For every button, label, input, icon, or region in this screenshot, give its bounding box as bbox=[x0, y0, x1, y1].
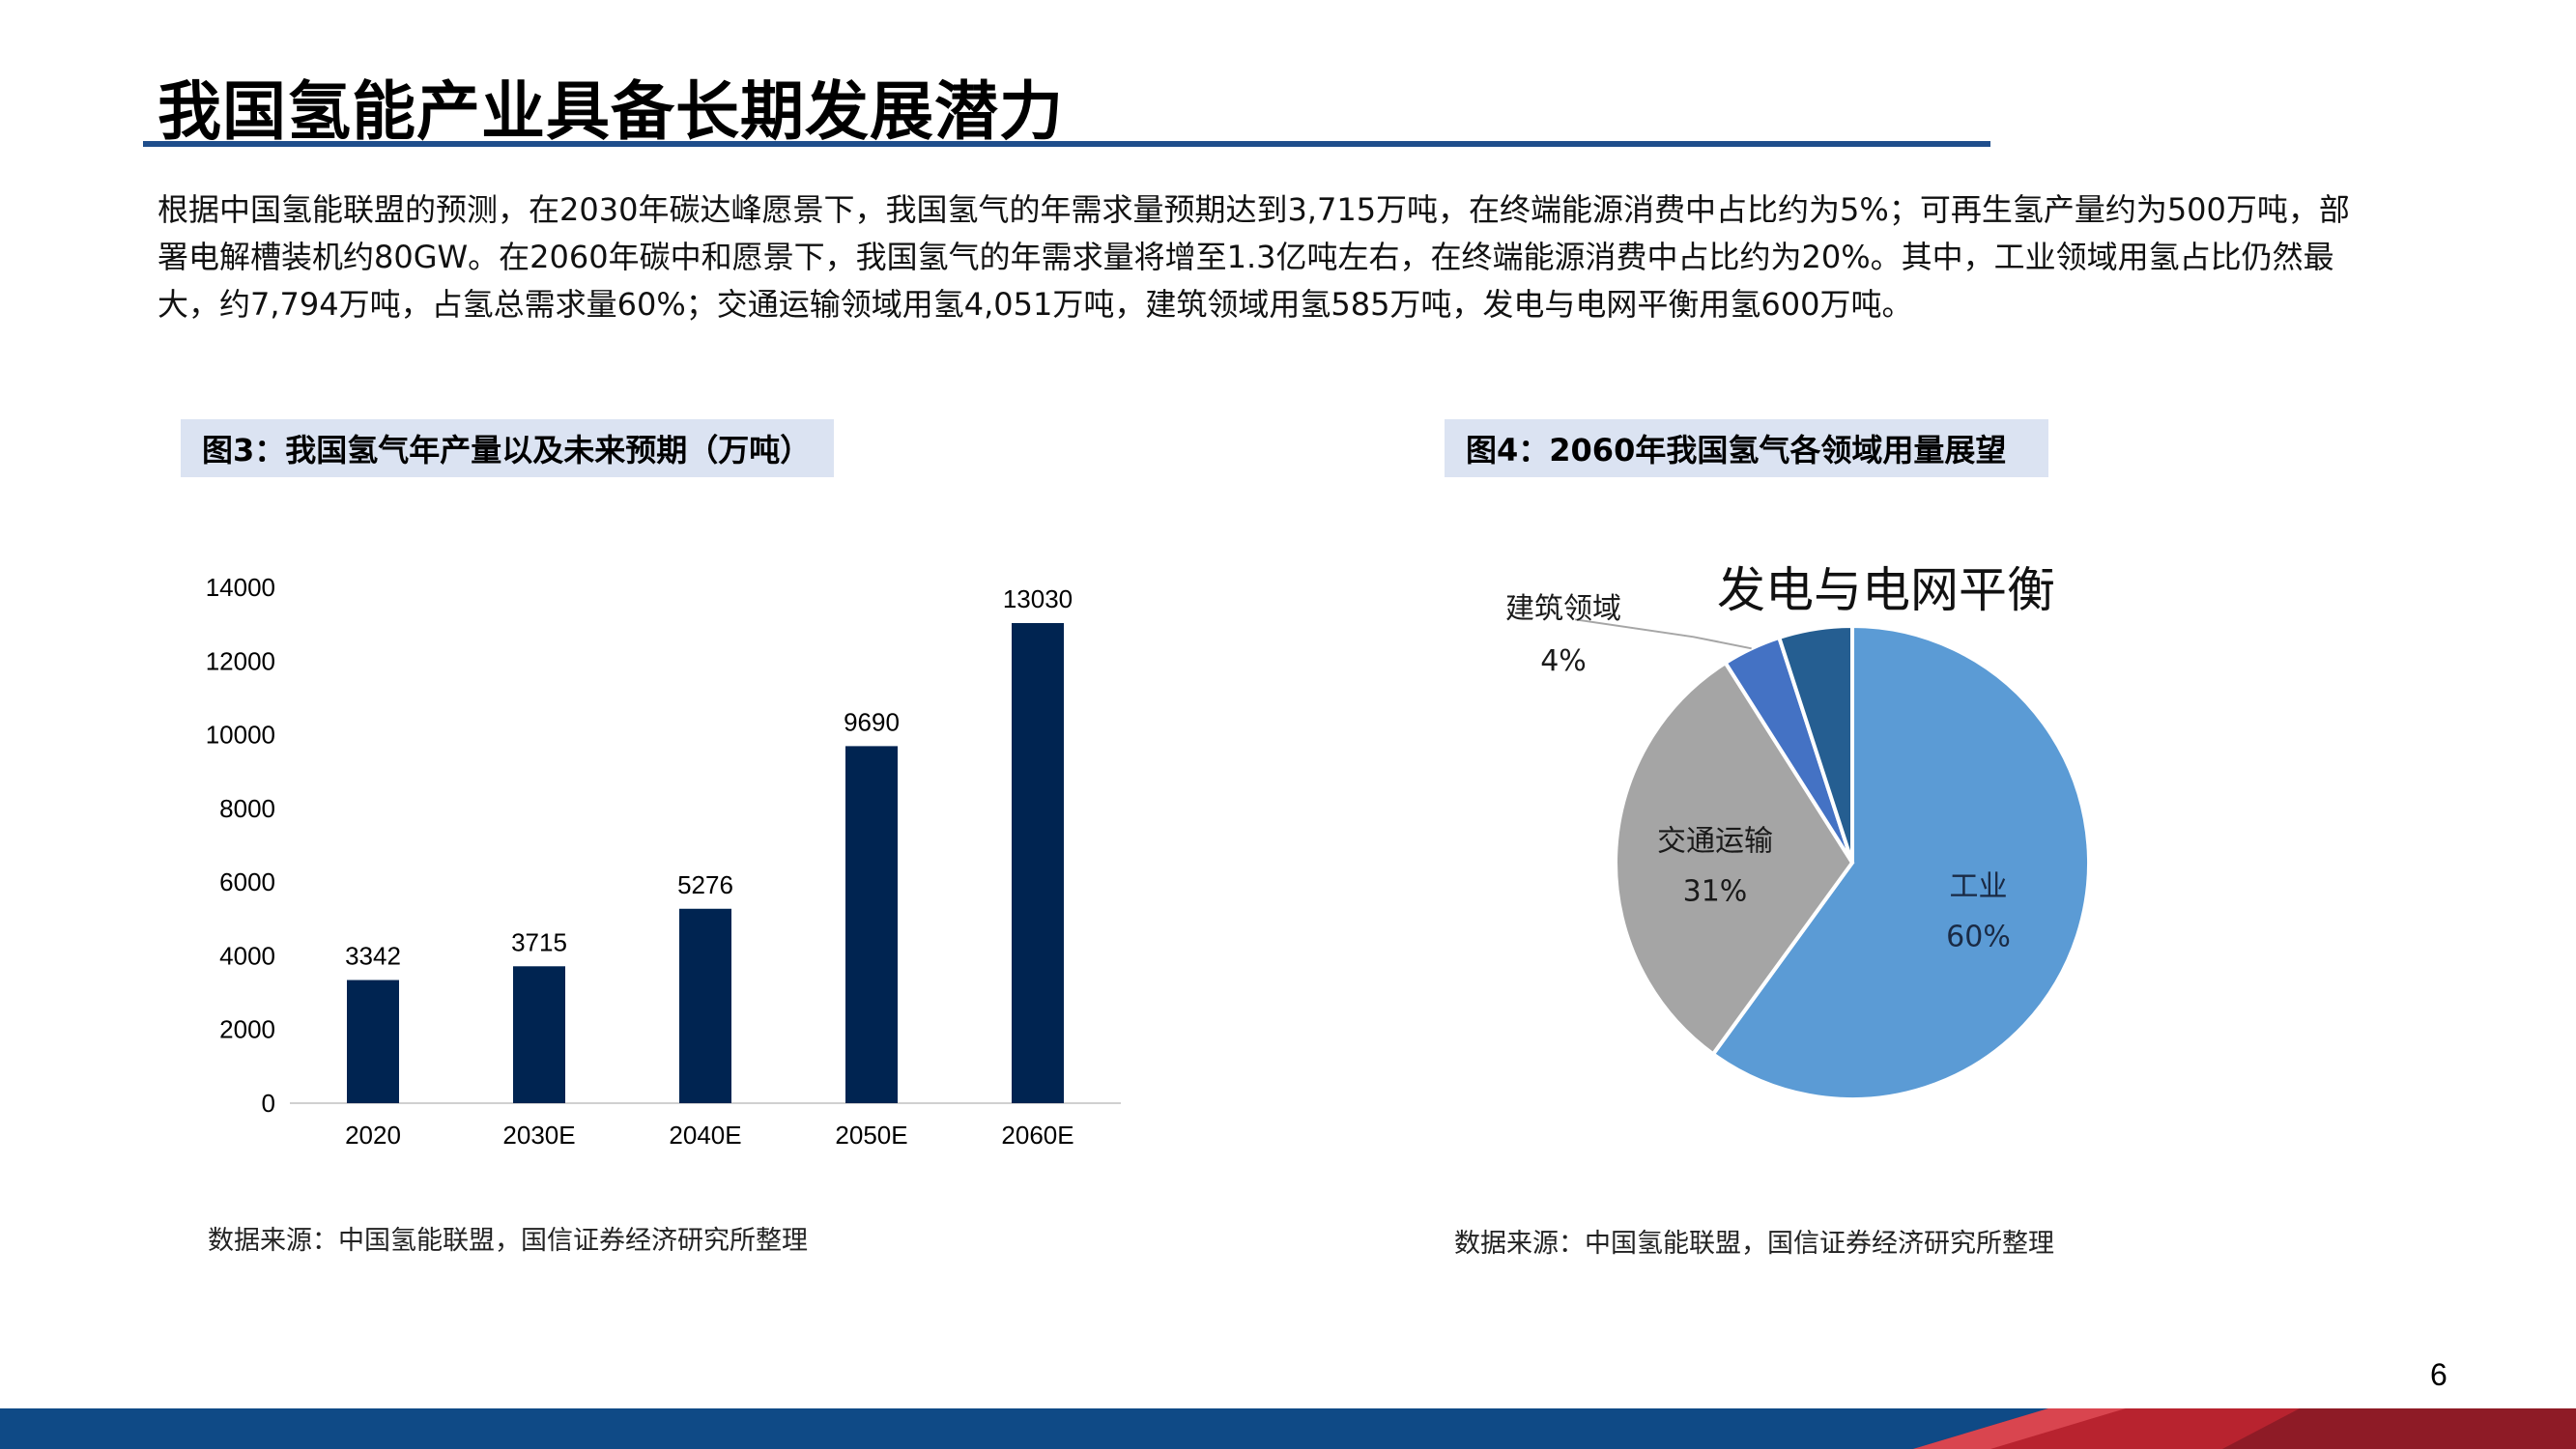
intro-line: 根据中国氢能联盟的预测，在2030年碳达峰愿景下，我国氢气的年需求量预期达到3,… bbox=[157, 191, 2350, 228]
bar-data-label: 5276 bbox=[677, 870, 733, 899]
fig4-label-text: 图4：2060年我国氢气各领域用量展望 bbox=[1466, 432, 2007, 469]
bar-data-label: 9690 bbox=[844, 707, 900, 736]
bar bbox=[513, 966, 565, 1103]
fig3-source: 数据来源：中国氢能联盟，国信证券经济研究所整理 bbox=[208, 1226, 808, 1256]
y-tick-label: 14000 bbox=[206, 573, 275, 602]
pie-label-name: 发电与电网平衡 bbox=[1717, 562, 2055, 618]
y-tick-label: 6000 bbox=[219, 867, 275, 896]
slide-title: 我国氢能产业具备长期发展潜力 bbox=[157, 74, 1064, 149]
pie-label-percent: 31% bbox=[1683, 875, 1748, 909]
intro-paragraph: 根据中国氢能联盟的预测，在2030年碳达峰愿景下，我国氢气的年需求量预期达到3,… bbox=[157, 186, 2438, 328]
footer-band bbox=[0, 1408, 2576, 1449]
x-tick-label: 2040E bbox=[669, 1121, 741, 1150]
intro-line: 署电解槽装机约80GW。在2060年碳中和愿景下，我国氢气的年需求量将增至1.3… bbox=[157, 239, 2334, 275]
bar bbox=[845, 746, 898, 1103]
title-underline bbox=[143, 141, 1990, 147]
pie-label-percent: 60% bbox=[1946, 920, 2011, 953]
intro-line: 大，约7,794万吨，占氢总需求量60%；交通运输领域用氢4,051万吨，建筑领… bbox=[157, 286, 1913, 323]
y-tick-label: 10000 bbox=[206, 721, 275, 750]
x-tick-label: 2050E bbox=[835, 1121, 907, 1150]
bar-chart: 0 2000 4000 6000 8000 10000 12000 14000 3342 2020… bbox=[206, 573, 1121, 1150]
y-tick-label: 4000 bbox=[219, 941, 275, 970]
x-tick-label: 2030E bbox=[502, 1121, 575, 1150]
pie-slice bbox=[1710, 623, 2091, 1101]
pie-slice bbox=[1776, 623, 1854, 864]
pie-label-name: 交通运输 bbox=[1657, 825, 1773, 859]
bar bbox=[679, 908, 731, 1103]
pie-chart: 工业 60% 交通运输 31% 建筑领域 4% 发电与电网平衡 bbox=[1505, 562, 2091, 1101]
fig3-label: 图3：我国氢气年产量以及未来预期（万吨） bbox=[181, 419, 834, 477]
x-tick-label: 2020 bbox=[345, 1121, 401, 1150]
pie-slice bbox=[1614, 660, 1855, 1058]
y-tick-label: 12000 bbox=[206, 646, 275, 675]
fig4-label: 图4：2060年我国氢气各领域用量展望 bbox=[1445, 419, 2048, 477]
pie-label-percent: 4% bbox=[1540, 644, 1587, 678]
pie-leader-line bbox=[1574, 618, 1752, 650]
bar bbox=[1012, 622, 1064, 1103]
pie-label-name: 工业 bbox=[1949, 869, 2007, 903]
y-tick-label: 2000 bbox=[219, 1015, 275, 1044]
page-number: 6 bbox=[2430, 1357, 2447, 1392]
fig4-source: 数据来源：中国氢能联盟，国信证券经济研究所整理 bbox=[1454, 1229, 2054, 1259]
y-tick-label: 0 bbox=[262, 1089, 275, 1118]
bar bbox=[347, 980, 399, 1103]
x-tick-label: 2060E bbox=[1001, 1121, 1073, 1150]
y-tick-label: 8000 bbox=[219, 794, 275, 823]
bar-data-label: 3342 bbox=[345, 942, 401, 971]
fig3-label-text: 图3：我国氢气年产量以及未来预期（万吨） bbox=[202, 432, 812, 469]
bar-data-label: 3715 bbox=[511, 927, 567, 956]
pie-label-name: 建筑领域 bbox=[1505, 592, 1621, 626]
bar-data-label: 13030 bbox=[1003, 584, 1073, 613]
